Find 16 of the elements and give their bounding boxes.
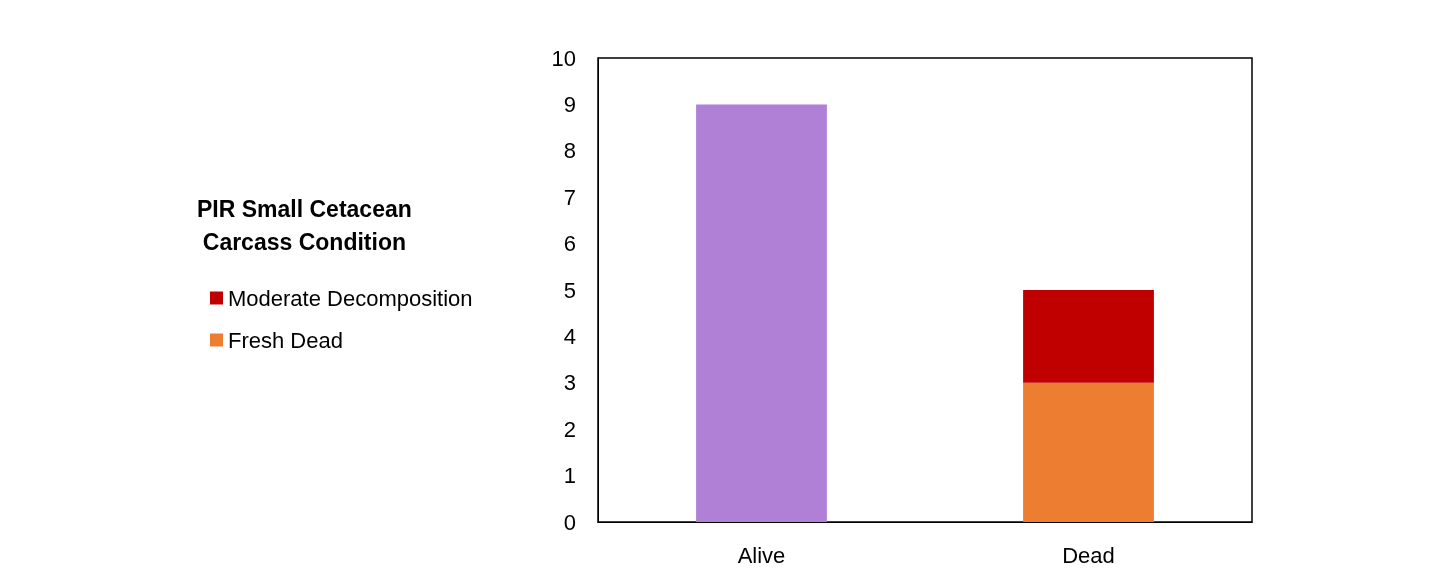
legend-label: Moderate Decomposition [228,285,473,311]
y-tick-label: 9 [563,91,576,117]
y-tick-label: 0 [563,509,576,535]
y-tick-label: 1 [563,463,576,489]
legend-label: Fresh Dead [228,327,343,353]
legend-title: PIR Small Cetacean Carcass Condition [197,195,412,255]
y-tick-label: 3 [563,370,576,396]
x-tick-label: Alive [737,542,786,568]
y-tick-label: 2 [563,416,576,442]
y-tick-label: 6 [563,231,576,257]
y-tick-label: 4 [563,323,576,349]
y-tick-label: 10 [551,45,576,71]
y-tick-label: 5 [563,277,576,303]
x-tick-label: Dead [1062,542,1115,568]
y-tick-label: 7 [563,184,576,210]
y-tick-label: 8 [563,138,576,164]
